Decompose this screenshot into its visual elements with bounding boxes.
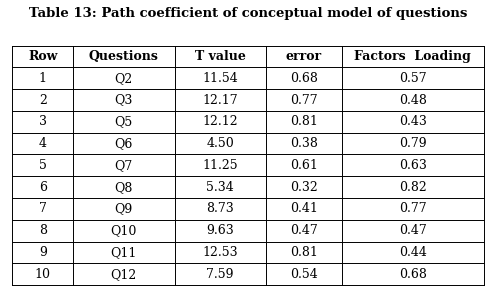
Text: 11.25: 11.25 xyxy=(202,159,238,172)
Text: 9: 9 xyxy=(39,246,47,259)
Text: 0.81: 0.81 xyxy=(290,246,317,259)
Text: 2: 2 xyxy=(39,93,47,106)
Text: Q7: Q7 xyxy=(115,159,133,172)
Text: Q5: Q5 xyxy=(115,115,133,128)
Text: 0.82: 0.82 xyxy=(399,181,427,194)
Text: Factors  Loading: Factors Loading xyxy=(354,50,471,63)
Text: 0.47: 0.47 xyxy=(399,224,427,237)
Text: 0.43: 0.43 xyxy=(399,115,427,128)
Text: 0.63: 0.63 xyxy=(399,159,427,172)
Text: 7.59: 7.59 xyxy=(206,268,234,281)
Text: 0.79: 0.79 xyxy=(399,137,427,150)
Text: 4: 4 xyxy=(39,137,47,150)
Text: 9.63: 9.63 xyxy=(206,224,234,237)
Text: 7: 7 xyxy=(39,203,47,216)
Text: 3: 3 xyxy=(39,115,47,128)
Text: Row: Row xyxy=(28,50,58,63)
Text: 0.41: 0.41 xyxy=(290,203,317,216)
Text: error: error xyxy=(286,50,322,63)
Text: 0.57: 0.57 xyxy=(399,72,427,85)
Text: Table 13: Path coefficient of conceptual model of questions: Table 13: Path coefficient of conceptual… xyxy=(29,7,467,20)
Text: 0.68: 0.68 xyxy=(399,268,427,281)
Text: Q10: Q10 xyxy=(111,224,137,237)
Text: Q2: Q2 xyxy=(115,72,133,85)
Text: Q6: Q6 xyxy=(115,137,133,150)
Text: 11.54: 11.54 xyxy=(202,72,238,85)
Text: 5: 5 xyxy=(39,159,47,172)
Text: 10: 10 xyxy=(35,268,51,281)
Text: 1: 1 xyxy=(39,72,47,85)
Text: 12.17: 12.17 xyxy=(202,93,238,106)
Text: Questions: Questions xyxy=(89,50,159,63)
Text: 12.53: 12.53 xyxy=(202,246,238,259)
Text: Q9: Q9 xyxy=(115,203,133,216)
Text: 0.38: 0.38 xyxy=(290,137,317,150)
Text: Q11: Q11 xyxy=(111,246,137,259)
Text: 0.48: 0.48 xyxy=(399,93,427,106)
Text: 6: 6 xyxy=(39,181,47,194)
Text: 0.77: 0.77 xyxy=(399,203,427,216)
Text: 0.81: 0.81 xyxy=(290,115,317,128)
Text: T value: T value xyxy=(195,50,246,63)
Text: 0.47: 0.47 xyxy=(290,224,317,237)
Text: 8: 8 xyxy=(39,224,47,237)
Text: 0.61: 0.61 xyxy=(290,159,317,172)
Text: 0.44: 0.44 xyxy=(399,246,427,259)
Text: Q3: Q3 xyxy=(115,93,133,106)
Text: 4.50: 4.50 xyxy=(206,137,234,150)
Text: 12.12: 12.12 xyxy=(202,115,238,128)
Text: 0.68: 0.68 xyxy=(290,72,317,85)
Text: Q8: Q8 xyxy=(115,181,133,194)
Text: 0.32: 0.32 xyxy=(290,181,317,194)
Text: Q12: Q12 xyxy=(111,268,137,281)
Text: 5.34: 5.34 xyxy=(206,181,234,194)
Text: 8.73: 8.73 xyxy=(206,203,234,216)
Text: 0.54: 0.54 xyxy=(290,268,317,281)
Text: 0.77: 0.77 xyxy=(290,93,317,106)
